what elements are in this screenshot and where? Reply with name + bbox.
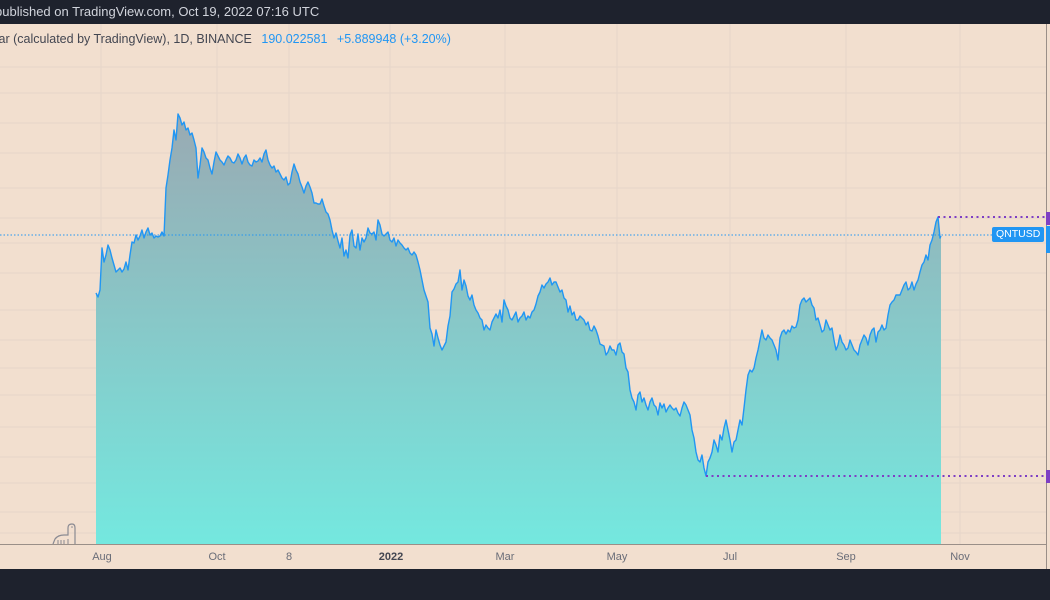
last-price: 190.022581 [261,32,328,46]
time-label: Jul [722,551,738,563]
time-label: Aug [92,551,112,563]
time-label: Sep [836,551,856,563]
time-label: Mar [495,551,515,563]
price-line [95,113,942,477]
high-price-marker [1046,212,1050,225]
published-header: published on TradingView.com, Oct 19, 20… [0,0,1050,24]
price-axis-divider [1046,24,1047,569]
time-label: 2022 [378,551,404,563]
price-change: +5.889948 (+3.20%) [336,32,451,46]
low-price-marker [1046,470,1050,483]
time-label: Nov [950,551,970,563]
last-price-marker [1046,226,1050,253]
symbol-tag: QNTUSD [992,227,1045,242]
chart-area[interactable]: llar (calculated by TradingView), 1D, BI… [0,24,1050,569]
footer-bar: ew [0,569,1050,600]
time-label: 8 [285,551,293,563]
price-chart[interactable] [0,24,1050,569]
published-text: published on TradingView.com, Oct 19, 20… [0,4,320,19]
area-fill [96,114,941,544]
time-label: Oct [208,551,226,563]
tradingview-dino-logo-icon [50,520,78,551]
symbol-description: llar (calculated by TradingView), 1D, BI… [0,32,252,46]
time-label: May [606,551,628,563]
chart-legend: llar (calculated by TradingView), 1D, BI… [0,32,451,46]
time-axis[interactable]: Aug Oct 8 2022 Mar May Jul Sep Nov [0,544,1046,569]
